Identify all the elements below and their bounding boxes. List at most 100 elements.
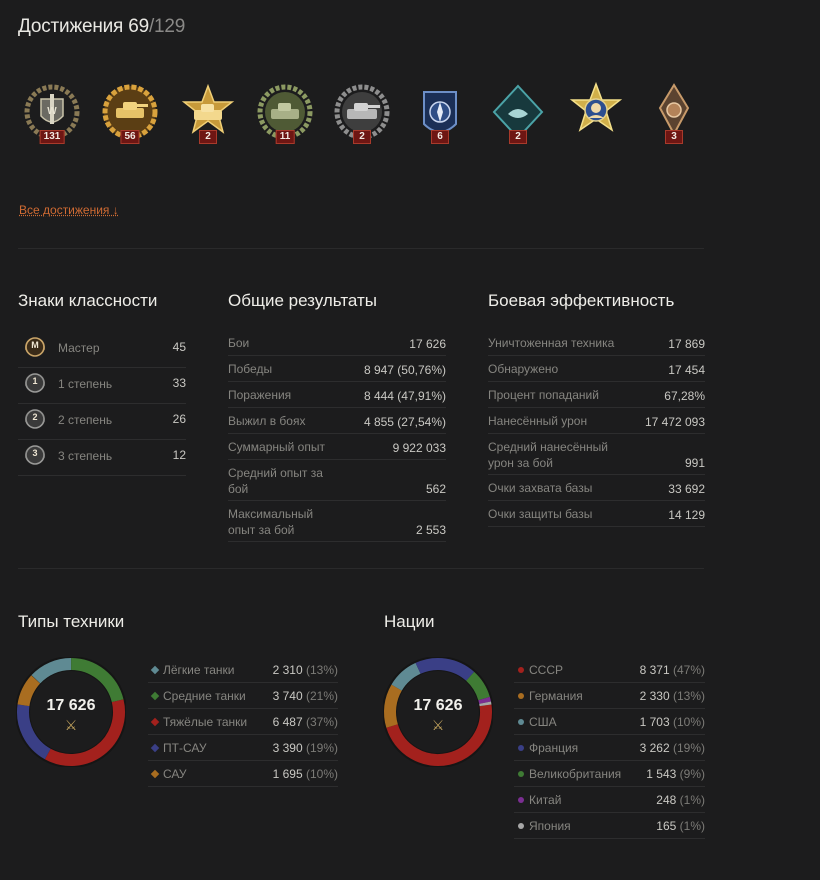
legend-row: Япония 165 (1%) bbox=[514, 813, 705, 839]
legend-label: Великобритания bbox=[529, 767, 622, 781]
legend-label: Германия bbox=[529, 689, 583, 703]
legend-label: Китай bbox=[529, 793, 562, 807]
stat-value: 8 444 (47,91%) bbox=[363, 389, 446, 403]
stat-value: 14 129 bbox=[668, 508, 705, 522]
legend-percent: (21%) bbox=[305, 689, 338, 703]
class-badge-glyph: M bbox=[31, 340, 39, 350]
legend-marker-icon bbox=[518, 797, 524, 803]
legend-percent: (13%) bbox=[305, 663, 338, 677]
stat-label: Суммарный опыт bbox=[228, 440, 325, 454]
stat-row: Очки защиты базы 14 129 bbox=[488, 501, 705, 527]
tank-first-class-medal[interactable]: 2 bbox=[178, 82, 238, 148]
legend-label-wrap: САУ bbox=[150, 767, 187, 781]
donut-segment bbox=[384, 684, 402, 728]
legend-label: Япония bbox=[529, 819, 571, 833]
stat-row: Выжил в боях 4 855 (27,54%) bbox=[228, 408, 446, 434]
legend-value: 1 703 bbox=[639, 715, 670, 729]
stat-value: 2 553 bbox=[415, 523, 446, 537]
class-badge-glyph: 2 bbox=[32, 412, 38, 422]
class-mark-row: 1 1 степень 33 bbox=[18, 368, 186, 404]
stat-value: 17 472 093 bbox=[644, 415, 705, 429]
legend-value-wrap: 1 703 (10%) bbox=[640, 715, 705, 729]
divider bbox=[18, 568, 704, 569]
legend-label: Лёгкие танки bbox=[163, 663, 235, 677]
legend-row: Лёгкие танки 2 310 (13%) bbox=[148, 657, 338, 683]
class-mark-row: 3 3 степень 12 bbox=[18, 440, 186, 476]
tank-ace-medal[interactable]: 56 bbox=[100, 82, 160, 148]
nations-total: 17 626 bbox=[413, 697, 463, 714]
donut-segment bbox=[478, 696, 491, 704]
vehicle-types-center: 17 626 ⚔ bbox=[16, 697, 126, 734]
class-mark-label: Мастер bbox=[58, 341, 100, 355]
vehicle-types-donut bbox=[16, 657, 126, 767]
stat-row: Победы 8 947 (50,76%) bbox=[228, 356, 446, 382]
legend-value-wrap: 3 262 (19%) bbox=[640, 741, 705, 755]
legend-marker-icon bbox=[518, 771, 524, 777]
stat-value: 17 454 bbox=[668, 363, 705, 377]
stat-label: Победы bbox=[228, 362, 273, 376]
nations-title: Нации bbox=[384, 612, 435, 631]
all-achievements-link[interactable]: Все достижения ↓ bbox=[19, 203, 119, 217]
vehicle-types-title: Типы техники bbox=[18, 612, 125, 631]
legend-value: 2 310 bbox=[272, 663, 303, 677]
medal-count: 2 bbox=[353, 130, 371, 144]
legend-label: США bbox=[529, 715, 557, 729]
tank-second-class-medal[interactable]: 11 bbox=[255, 82, 315, 148]
handshake-medal[interactable]: 2 bbox=[488, 82, 548, 148]
stat-label: Нанесённый урон bbox=[488, 414, 588, 428]
class-mark-row: 2 2 степень 26 bbox=[18, 404, 186, 440]
shield-medal[interactable]: 6 bbox=[410, 82, 470, 148]
legend-label-wrap: США bbox=[518, 715, 557, 729]
nations-center: 17 626 ⚔ bbox=[383, 697, 493, 734]
legend-label-wrap: Тяжёлые танки bbox=[150, 715, 248, 729]
stat-row: Бои 17 626 bbox=[228, 330, 446, 356]
light-tank-icon bbox=[150, 665, 160, 675]
donut-segment bbox=[465, 671, 490, 701]
legend-value-wrap: 1 543 (9%) bbox=[646, 767, 705, 781]
legend-value: 165 bbox=[656, 819, 677, 833]
title-earned: Достижения 69 bbox=[18, 16, 149, 37]
donut-segment bbox=[17, 704, 51, 760]
stat-row: Поражения 8 444 (47,91%) bbox=[228, 382, 446, 408]
legend-value: 8 371 bbox=[639, 663, 670, 677]
legend-row: Франция 3 262 (19%) bbox=[514, 735, 705, 761]
stat-row: Средний нанесённый урон за бой 991 bbox=[488, 434, 705, 475]
donut-segment bbox=[415, 658, 475, 681]
legend-percent: (1%) bbox=[679, 793, 705, 807]
legend-label: САУ bbox=[163, 767, 187, 781]
class-master-medal[interactable]: W 131 bbox=[22, 82, 82, 148]
legend-row: Китай 248 (1%) bbox=[514, 787, 705, 813]
stat-label: Средний нанесённый урон за бой bbox=[488, 440, 608, 470]
stat-value: 991 bbox=[684, 456, 705, 470]
medal-count: 2 bbox=[199, 130, 217, 144]
stat-value: 4 855 (27,54%) bbox=[363, 415, 446, 429]
stat-value: 33 692 bbox=[668, 482, 705, 496]
legend-row: Тяжёлые танки 6 487 (37%) bbox=[148, 709, 338, 735]
legend-value-wrap: 8 371 (47%) bbox=[640, 663, 705, 677]
legend-label: Тяжёлые танки bbox=[163, 715, 248, 729]
nations-donut bbox=[383, 657, 493, 767]
stat-value: 67,28% bbox=[664, 389, 705, 403]
tank-expert-medal[interactable]: 3 bbox=[644, 82, 704, 148]
donut-segment bbox=[391, 662, 421, 691]
combat-stats-list: Уничтоженная техника 17 869 Обнаружено 17 4… bbox=[488, 330, 705, 527]
legend-percent: (10%) bbox=[305, 767, 338, 781]
donut-segment bbox=[44, 699, 125, 766]
class-marks-title: Знаки классности bbox=[18, 291, 158, 310]
stat-row: Очки захвата базы 33 692 bbox=[488, 475, 705, 501]
stat-value: 9 922 033 bbox=[392, 441, 446, 455]
legend-value: 1 543 bbox=[646, 767, 677, 781]
legend-label-wrap: Япония bbox=[518, 819, 571, 833]
stat-label: Уничтоженная техника bbox=[488, 336, 615, 350]
legend-value-wrap: 6 487 (37%) bbox=[273, 715, 338, 729]
legend-percent: (47%) bbox=[672, 663, 705, 677]
combat-title: Боевая эффективность bbox=[488, 291, 675, 310]
class-badge-icon: 2 bbox=[23, 408, 47, 430]
legend-label-wrap: Китай bbox=[518, 793, 561, 807]
class-mark-value: 26 bbox=[172, 412, 186, 426]
hero-medal[interactable] bbox=[566, 82, 626, 148]
stat-label: Очки защиты базы bbox=[488, 507, 593, 521]
tank-third-class-medal[interactable]: 2 bbox=[332, 82, 392, 148]
medal-icon bbox=[102, 84, 158, 140]
legend-value-wrap: 165 (1%) bbox=[656, 819, 705, 833]
